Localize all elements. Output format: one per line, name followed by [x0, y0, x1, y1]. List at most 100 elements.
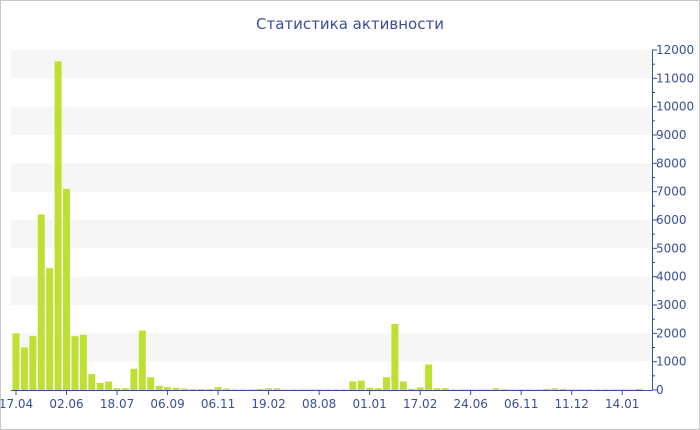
bar [349, 381, 357, 390]
bar [290, 389, 298, 390]
x-tick-label: 06.09 [150, 397, 184, 411]
bar [96, 382, 104, 390]
bar [382, 377, 390, 390]
y-tick-label: 5000 [656, 241, 687, 255]
bar [366, 387, 374, 390]
bar [307, 389, 315, 390]
bar [248, 389, 256, 390]
bar [534, 389, 542, 390]
bar [231, 389, 239, 390]
bar [441, 388, 449, 390]
y-tick-label: 0 [656, 383, 664, 397]
bar [627, 389, 635, 390]
bar [593, 389, 601, 390]
bar [551, 388, 559, 390]
bar [542, 388, 550, 390]
bar [239, 389, 247, 390]
bar [500, 389, 508, 390]
bar [180, 388, 188, 390]
x-tick-label: 08.08 [302, 397, 336, 411]
bar [256, 388, 264, 390]
bar [273, 388, 281, 390]
x-tick-label: 11.12 [555, 397, 589, 411]
x-tick-label: 17.04 [1, 397, 33, 411]
bar [391, 323, 399, 390]
bar [340, 389, 348, 390]
bar [54, 61, 62, 390]
bar [526, 389, 534, 390]
y-tick-label: 7000 [656, 185, 687, 199]
y-tick-label: 2000 [656, 326, 687, 340]
bar [155, 385, 163, 390]
bar [189, 389, 197, 390]
bar [147, 377, 155, 390]
bar [576, 389, 584, 390]
bar [324, 389, 332, 390]
bar [113, 388, 121, 390]
bar [416, 387, 424, 390]
bar [408, 388, 416, 390]
bar [37, 214, 45, 390]
bar [223, 388, 230, 390]
x-tick-label: 14.01 [605, 397, 639, 411]
y-tick-label: 10000 [656, 100, 694, 114]
grid-band [11, 163, 652, 192]
bar [450, 389, 458, 390]
bar [298, 389, 306, 390]
bar [29, 336, 37, 390]
y-tick-label: 8000 [656, 156, 687, 170]
y-tick-label: 6000 [656, 213, 687, 227]
bar [315, 389, 323, 390]
bar [332, 389, 340, 390]
bar [214, 387, 222, 390]
y-tick-label: 11000 [656, 71, 694, 85]
grid-band [11, 333, 652, 362]
bar [12, 333, 20, 390]
bar [130, 368, 138, 390]
bar [197, 389, 205, 390]
x-tick-label: 06.11 [201, 397, 235, 411]
bar [635, 388, 643, 390]
bar [138, 330, 146, 390]
chart-title: Статистика активности [256, 15, 444, 33]
bar [517, 389, 525, 390]
bar [425, 364, 433, 390]
bar [71, 336, 79, 390]
bar [559, 388, 567, 390]
grid-band [11, 106, 652, 135]
bar [79, 334, 87, 390]
grid-band [11, 220, 652, 249]
x-tick-label: 02.06 [49, 397, 83, 411]
bar [475, 389, 483, 390]
x-tick-label: 06.11 [504, 397, 538, 411]
bar [467, 389, 475, 390]
bar [399, 381, 407, 390]
bar [63, 188, 71, 390]
bar [509, 389, 517, 390]
bar [492, 388, 500, 390]
bar [601, 389, 609, 390]
y-tick-label: 4000 [656, 270, 687, 284]
y-tick-label: 1000 [656, 355, 687, 369]
x-tick-label: 17.02 [403, 397, 437, 411]
x-tick-label: 19.02 [251, 397, 285, 411]
bar [265, 388, 273, 390]
bar [88, 374, 96, 390]
bar [172, 387, 180, 390]
x-tick-label: 01.01 [352, 397, 386, 411]
bar [610, 389, 618, 390]
bar [568, 389, 576, 390]
bar [618, 389, 626, 390]
x-tick-label: 24.06 [454, 397, 488, 411]
grid-band [11, 50, 652, 79]
bar [585, 389, 593, 390]
bar [164, 387, 172, 390]
bar [458, 389, 466, 390]
bar [357, 380, 365, 390]
bar [206, 389, 214, 390]
bar [374, 388, 382, 390]
y-tick-label: 3000 [656, 298, 687, 312]
bar [20, 347, 28, 390]
